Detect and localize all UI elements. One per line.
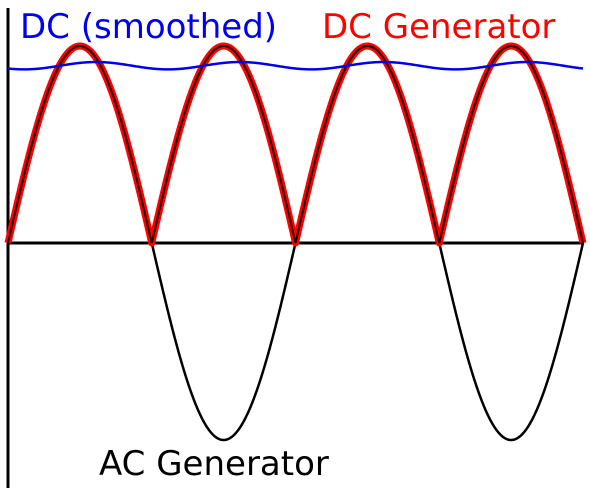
dc-generator-wave — [4, 42, 587, 247]
dc-generator-label: DC Generator — [322, 7, 555, 47]
ac-positive-overlay — [7, 44, 584, 244]
ac-generator-label: AC Generator — [99, 444, 329, 484]
dc-smoothed-wave — [7, 60, 584, 71]
dc-smoothed-label: DC (smoothed) — [20, 7, 277, 47]
